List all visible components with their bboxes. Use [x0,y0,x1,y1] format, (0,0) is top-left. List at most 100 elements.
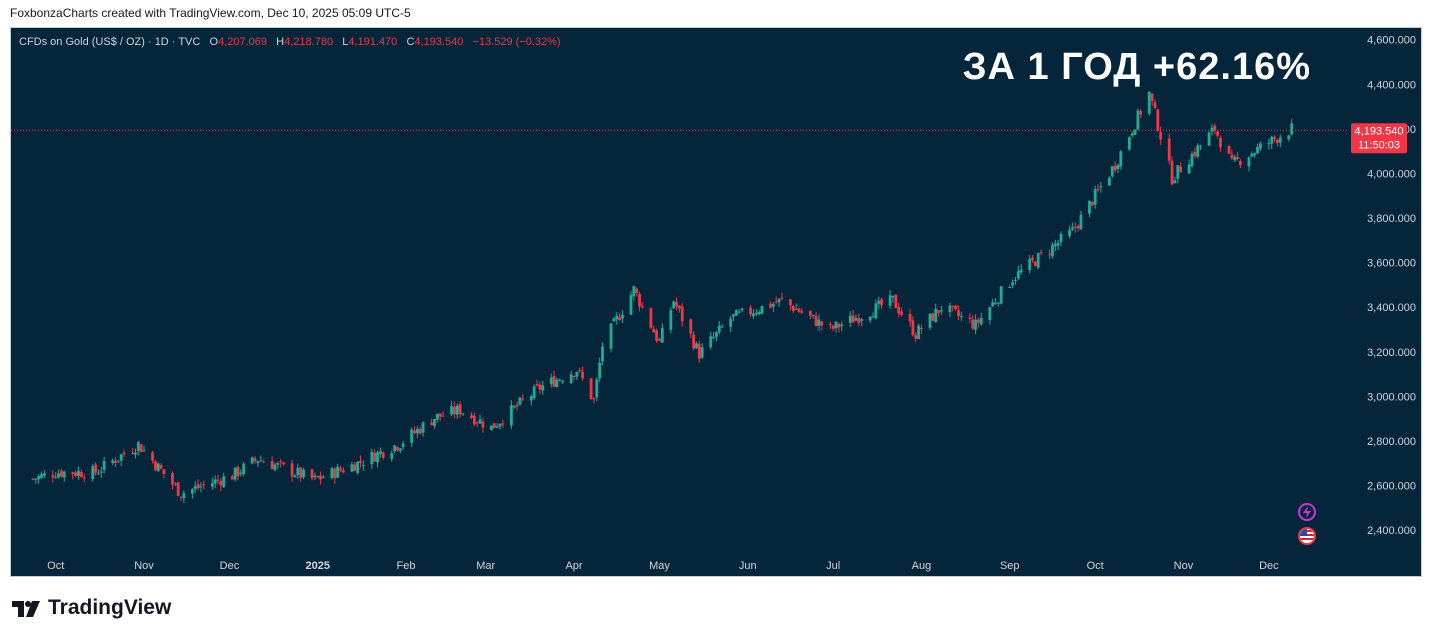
candle-body [1051,244,1054,257]
candle-body [789,299,792,306]
candle-body [988,307,992,321]
candle-body [1059,234,1063,243]
candle-body [256,461,260,463]
candle-body [632,286,636,297]
candle-body [939,310,943,312]
candle-body [233,467,237,480]
us-flag-icon[interactable] [1298,527,1316,545]
candle-body [359,460,362,463]
high-value: 4,218.780 [284,36,334,48]
y-tick-label: 2,400.000 [1367,525,1416,537]
candle-body [629,294,633,315]
candle-body [99,471,103,473]
symbol-label[interactable]: CFDs on Gold (US$ / OZ) · 1D · TVC [19,36,201,48]
candle-body [1276,139,1279,143]
candle-body [1147,91,1151,114]
candle-body [888,295,892,306]
candle-body [279,461,283,463]
candle-body [339,468,342,471]
candle-body [920,327,923,330]
candle-body [1136,110,1140,130]
candle-body [470,415,473,418]
candle-body [1019,269,1023,273]
candle-body [874,303,878,319]
candle-body [182,493,186,499]
y-tick-label: 4,000.000 [1367,168,1416,180]
candle-body [401,443,405,447]
candle-body [433,418,436,426]
candle-body [1096,188,1100,190]
candle-body [151,452,154,461]
candle-body [578,369,582,371]
candle-body [660,328,664,343]
candle-body [814,315,818,326]
candle-body [957,310,960,316]
y-tick-label: 2,800.000 [1367,436,1416,448]
candle-body [458,404,462,415]
candle-body [60,471,63,477]
candle-body [136,442,140,451]
candle-body [1039,252,1043,254]
candle-body [131,452,135,454]
candle-body [1130,133,1134,136]
candle-body [34,478,38,480]
candle-body [490,425,493,430]
candle-body [518,397,522,405]
candle-body [1176,165,1180,179]
candle-body [74,472,78,476]
candle-body [116,460,120,462]
candle-body [122,452,126,455]
price-chart[interactable]: 4,600.0004,400.0004,200.0004,000.0003,80… [11,28,1421,576]
candle-body [1173,180,1177,184]
candle-body [1199,145,1202,147]
candle-body [529,396,533,401]
candle-body [549,377,553,385]
candle-body [381,452,385,458]
candle-body [319,475,322,480]
candle-body [250,457,254,464]
candle-body [418,428,422,434]
candle-body [396,447,399,451]
candle-body [102,460,106,470]
candle-body [937,310,940,313]
candle-body [1267,143,1271,145]
candle-body [871,316,875,318]
candle-body [1048,253,1052,255]
candle-body [82,477,86,479]
candle-body [538,384,542,390]
candle-body [259,460,263,462]
candle-body [1073,226,1077,228]
tradingview-logo[interactable]: TradingView [12,596,171,620]
close-label: C [406,36,415,48]
candle-body [794,308,798,310]
candle-body [959,315,963,318]
candle-body [880,299,883,306]
candle-body [914,334,918,339]
candle-body [316,476,320,478]
candle-body [1016,271,1020,279]
candle-body [193,486,197,490]
candle-body [737,311,741,313]
candle-body [1227,145,1231,154]
price-tag-value: 4,193.540 [1355,125,1404,137]
candle-body [780,297,784,299]
candle-body [1053,243,1057,247]
candle-body [977,319,980,323]
candle-body [501,423,505,425]
candle-body [1036,253,1040,268]
candle-body [370,451,374,464]
candle-body [1116,164,1120,169]
lightning-icon[interactable] [1298,503,1316,521]
candle-body [222,476,226,488]
low-label: L [342,36,349,48]
candle-body [894,294,898,309]
candle-body [242,463,246,475]
candle-body [1127,137,1131,150]
candle-body [854,318,858,321]
candle-body [1088,200,1091,214]
candle-body [692,334,696,349]
chart-panel[interactable]: 4,600.0004,400.0004,200.0004,000.0003,80… [10,27,1422,577]
candle-body [376,452,379,463]
candle-body [1233,157,1237,161]
candle-body [134,452,137,455]
